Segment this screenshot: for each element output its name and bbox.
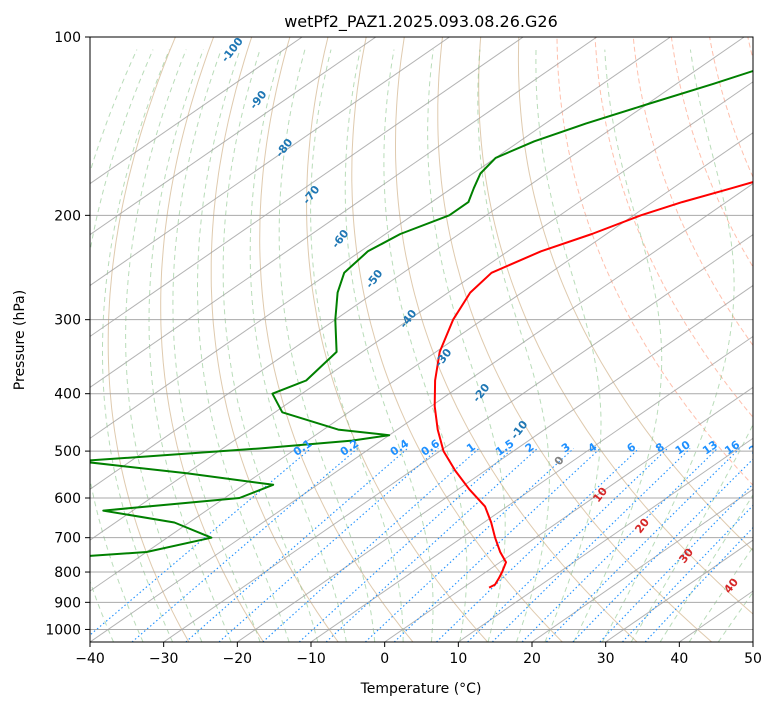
temperature-profile	[433, 180, 753, 589]
dry-adiabat	[594, 37, 753, 419]
moist-adiabat	[383, 49, 468, 642]
moist-adiabat	[630, 423, 753, 642]
isotherm-line	[90, 81, 753, 541]
dry-adiabat	[556, 37, 753, 486]
mixing-ratio-line	[644, 526, 753, 642]
moist-adiabat	[535, 49, 602, 642]
mixing-ratio-line	[90, 448, 312, 636]
moist-adiabat	[197, 49, 290, 642]
mixing-ratio-line	[325, 448, 538, 642]
moist-adiabat	[477, 49, 550, 642]
dry-adiabat	[210, 37, 339, 642]
isotherm-line	[237, 284, 753, 642]
isotherm-line	[90, 37, 598, 388]
y-tick-label: 700	[54, 531, 81, 547]
profile-curves	[90, 69, 753, 589]
chart-title: wetPf2_PAZ1.2025.093.08.26.G26	[284, 12, 558, 32]
moist-adiabat	[90, 49, 138, 642]
x-tick-label: −30	[149, 651, 179, 667]
y-tick-label: 500	[54, 444, 81, 460]
dry-adiabat	[259, 37, 414, 642]
isotherm-line	[163, 233, 753, 642]
x-tick-label: 20	[523, 651, 541, 667]
y-tick-label: 800	[54, 565, 81, 581]
dry-adiabat	[709, 37, 753, 179]
x-tick-label: 50	[744, 651, 762, 667]
x-axis-label: Temperature (°C)	[360, 681, 482, 697]
x-tick-label: 30	[597, 651, 615, 667]
y-tick-label: 1000	[45, 622, 81, 638]
moist-adiabat	[310, 49, 404, 642]
moist-adiabat	[249, 49, 347, 642]
dry-adiabat	[517, 37, 753, 552]
moist-adiabat	[172, 49, 261, 642]
plot-frame	[89, 36, 754, 643]
x-tick-label: −10	[296, 651, 326, 667]
mixing-ratio-line	[599, 483, 753, 642]
mixing-ratio-line	[131, 448, 358, 642]
mixing-ratio-line	[545, 448, 740, 642]
moist-adiabat	[573, 49, 663, 642]
dewpoint-profile	[90, 69, 753, 557]
mixing-ratio-line	[521, 448, 718, 642]
isotherm-line	[90, 132, 753, 592]
x-tick-label: 0	[380, 651, 389, 667]
isotherm-line	[90, 37, 450, 287]
y-tick-label: 400	[54, 387, 81, 403]
moist-adiabat	[125, 49, 203, 642]
isotherm-line	[458, 437, 753, 642]
x-axis: −40 −30 −20 −10 0 10 20 30 40 50	[75, 642, 762, 667]
y-axis: 100 200 300 400 500 600 700 800 900 1000	[45, 30, 90, 638]
y-tick-label: 600	[54, 491, 81, 507]
y-tick-label: 100	[54, 30, 81, 46]
dry-adiabat	[160, 37, 264, 642]
isotherm-line	[90, 183, 753, 642]
y-tick-label: 200	[54, 208, 81, 224]
y-axis-label: Pressure (hPa)	[12, 290, 28, 390]
isotherm-line	[90, 37, 671, 439]
mixing-ratio-line	[491, 448, 691, 642]
moist-adiabat	[278, 49, 376, 642]
x-tick-label: 40	[670, 651, 688, 667]
isotherm-line	[90, 37, 745, 490]
y-tick-label: 300	[54, 313, 81, 329]
mixing-ratio-label: 20	[747, 438, 767, 458]
moist-adiabat	[659, 494, 753, 642]
mixing-ratio-line	[572, 458, 753, 642]
isotherm-line	[605, 539, 753, 642]
dry-adiabat	[437, 37, 713, 642]
moist-adiabat	[427, 49, 506, 642]
moist-adiabat	[102, 49, 174, 642]
mixing-ratio-line	[298, 448, 513, 642]
dry-adiabat	[632, 37, 753, 347]
x-tick-label: −20	[223, 651, 253, 667]
moist-adiabat	[148, 49, 232, 642]
mixing-ratio-line	[467, 448, 668, 642]
moist-adiabat	[344, 49, 434, 642]
isotherm-line	[90, 37, 524, 338]
dry-adiabat	[478, 37, 753, 615]
y-tick-label: 900	[54, 595, 81, 611]
isotherm-line	[384, 386, 753, 642]
isotherm-line	[90, 37, 377, 236]
mixing-ratio-line	[621, 504, 753, 642]
dry-adiabat	[395, 37, 638, 642]
isotherm-line	[310, 335, 753, 642]
isotherm-line	[90, 37, 303, 185]
dry-adiabat	[670, 37, 753, 268]
dry-adiabat	[351, 37, 563, 642]
x-tick-label: 10	[449, 651, 467, 667]
grid-layer	[90, 37, 753, 642]
x-tick-label: −40	[75, 651, 105, 667]
dry-adiabat	[107, 37, 190, 642]
isotherm-line	[531, 488, 753, 642]
